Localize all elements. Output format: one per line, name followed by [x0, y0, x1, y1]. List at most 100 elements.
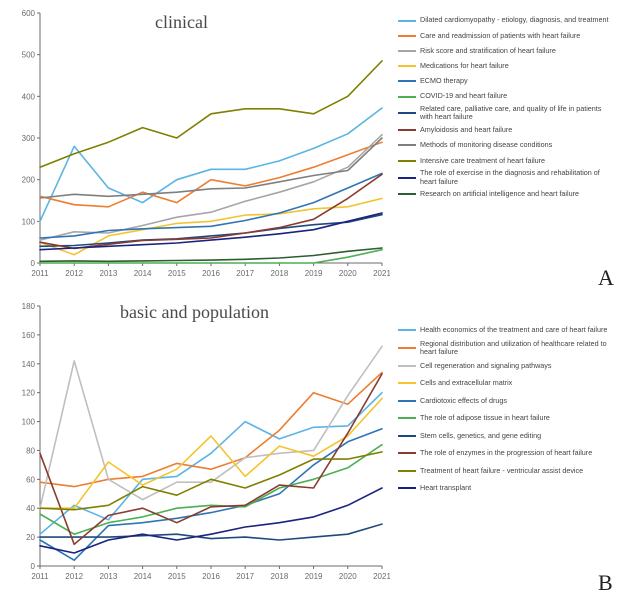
figure: 0100200300400500600201120122013201420152… — [0, 0, 626, 599]
svg-text:2015: 2015 — [168, 572, 186, 581]
legend-item: Care and readmission of patients with he… — [398, 29, 616, 42]
legend-swatch — [398, 329, 416, 331]
svg-text:2016: 2016 — [202, 269, 220, 278]
svg-text:2021: 2021 — [373, 572, 390, 581]
chart-b-svg: 0 20 40 60 80 100 120 140 160 180 2011 2012 2013 2014… — [10, 298, 390, 588]
legend-label: Related care, palliative care, and quali… — [420, 105, 616, 122]
legend-item: Intensive care treatment of heart failur… — [398, 154, 616, 167]
legend-item: Methods of monitoring disease conditions — [398, 139, 616, 152]
legend-label: Medications for heart failure — [420, 62, 509, 70]
chart-b-frame: 0 20 40 60 80 100 120 140 160 180 2011 2012 2013 2014… — [10, 298, 390, 588]
svg-text:2011: 2011 — [31, 269, 49, 278]
svg-text:600: 600 — [22, 9, 36, 18]
legend-swatch — [398, 382, 416, 384]
legend-swatch — [398, 400, 416, 402]
legend-swatch — [398, 65, 416, 67]
legend-item: Research on artificial intelligence and … — [398, 188, 616, 201]
legend-label: Risk score and stratification of heart f… — [420, 47, 556, 55]
legend-label: Research on artificial intelligence and … — [420, 190, 579, 198]
legend-item: ECMO therapy — [398, 75, 616, 88]
svg-text:20: 20 — [26, 533, 35, 542]
panel-letter-a: A — [598, 265, 614, 291]
legend-label: Regional distribution and utilization of… — [420, 340, 616, 357]
legend-swatch — [398, 193, 416, 195]
legend-swatch — [398, 365, 416, 367]
legend-label: Methods of monitoring disease conditions — [420, 141, 552, 149]
panel-letter-b: B — [598, 570, 613, 596]
legend-swatch — [398, 417, 416, 419]
legend-item: Risk score and stratification of heart f… — [398, 44, 616, 57]
legend-label: Amyloidosis and heart failure — [420, 126, 512, 134]
legend-swatch — [398, 35, 416, 37]
svg-text:2019: 2019 — [305, 572, 323, 581]
chart-b-title: basic and population — [120, 302, 269, 323]
svg-text:2019: 2019 — [305, 269, 323, 278]
chart-a-frame: 0 100 200 300 400 500 600 2011 2012 2013 2014 2015 2… — [10, 5, 390, 285]
legend-label: COVID-19 and heart failure — [420, 92, 507, 100]
svg-text:60: 60 — [26, 475, 35, 484]
svg-text:2017: 2017 — [236, 572, 254, 581]
svg-text:2012: 2012 — [65, 269, 83, 278]
svg-text:2012: 2012 — [65, 572, 83, 581]
svg-text:0: 0 — [31, 562, 36, 571]
legend-item: Cardiotoxic effects of drugs — [398, 393, 616, 409]
legend-swatch — [398, 144, 416, 146]
svg-text:2014: 2014 — [134, 572, 152, 581]
svg-text:2020: 2020 — [339, 269, 357, 278]
legend-swatch — [398, 80, 416, 82]
svg-text:2021: 2021 — [373, 269, 390, 278]
legend-label: Cardiotoxic effects of drugs — [420, 397, 507, 405]
legend-item: Regional distribution and utilization of… — [398, 340, 616, 357]
svg-text:120: 120 — [22, 389, 36, 398]
chart-a-legend: Dilated cardiomyopathy - etiology, diagn… — [398, 14, 616, 203]
chart-b-legend: Health economics of the treatment and ca… — [398, 322, 616, 498]
svg-text:2013: 2013 — [100, 269, 118, 278]
svg-text:80: 80 — [26, 446, 35, 455]
svg-text:2018: 2018 — [271, 572, 289, 581]
legend-item: Heart transplant — [398, 481, 616, 497]
svg-text:300: 300 — [22, 134, 36, 143]
chart-a-title: clinical — [155, 12, 208, 33]
legend-swatch — [398, 177, 416, 179]
legend-swatch — [398, 487, 416, 489]
svg-text:140: 140 — [22, 360, 36, 369]
svg-text:100: 100 — [22, 418, 36, 427]
svg-text:500: 500 — [22, 51, 36, 60]
legend-label: Dilated cardiomyopathy - etiology, diagn… — [420, 16, 608, 24]
svg-text:100: 100 — [22, 217, 36, 226]
legend-swatch — [398, 347, 416, 349]
legend-label: Heart transplant — [420, 484, 471, 492]
legend-swatch — [398, 435, 416, 437]
legend-item: Treatment of heart failure - ventricular… — [398, 463, 616, 479]
legend-label: ECMO therapy — [420, 77, 468, 85]
legend-label: Cell regeneration and signaling pathways — [420, 362, 551, 370]
legend-label: Cells and extracellular matrix — [420, 379, 512, 387]
legend-label: The role of exercise in the diagnosis an… — [420, 169, 616, 186]
legend-label: Health economics of the treatment and ca… — [420, 326, 607, 334]
svg-text:200: 200 — [22, 176, 36, 185]
svg-text:2020: 2020 — [339, 572, 357, 581]
svg-text:2011: 2011 — [31, 572, 49, 581]
svg-text:180: 180 — [22, 302, 36, 311]
svg-text:400: 400 — [22, 92, 36, 101]
legend-swatch — [398, 470, 416, 472]
legend-item: Health economics of the treatment and ca… — [398, 322, 616, 338]
legend-item: The role of adipose tissue in heart fail… — [398, 411, 616, 427]
svg-text:2018: 2018 — [271, 269, 289, 278]
svg-text:2013: 2013 — [100, 572, 118, 581]
svg-text:40: 40 — [26, 504, 35, 513]
legend-swatch — [398, 452, 416, 454]
legend-item: Cells and extracellular matrix — [398, 376, 616, 392]
legend-label: Treatment of heart failure - ventricular… — [420, 467, 583, 475]
legend-item: Stem cells, genetics, and gene editing — [398, 428, 616, 444]
legend-item: Amyloidosis and heart failure — [398, 124, 616, 137]
svg-text:0: 0 — [31, 259, 36, 268]
legend-item: Medications for heart failure — [398, 60, 616, 73]
legend-label: Stem cells, genetics, and gene editing — [420, 432, 541, 440]
svg-text:160: 160 — [22, 331, 36, 340]
svg-text:2014: 2014 — [134, 269, 152, 278]
legend-swatch — [398, 129, 416, 131]
svg-text:2015: 2015 — [168, 269, 186, 278]
legend-label: The role of enzymes in the progression o… — [420, 449, 592, 457]
legend-label: Care and readmission of patients with he… — [420, 32, 580, 40]
